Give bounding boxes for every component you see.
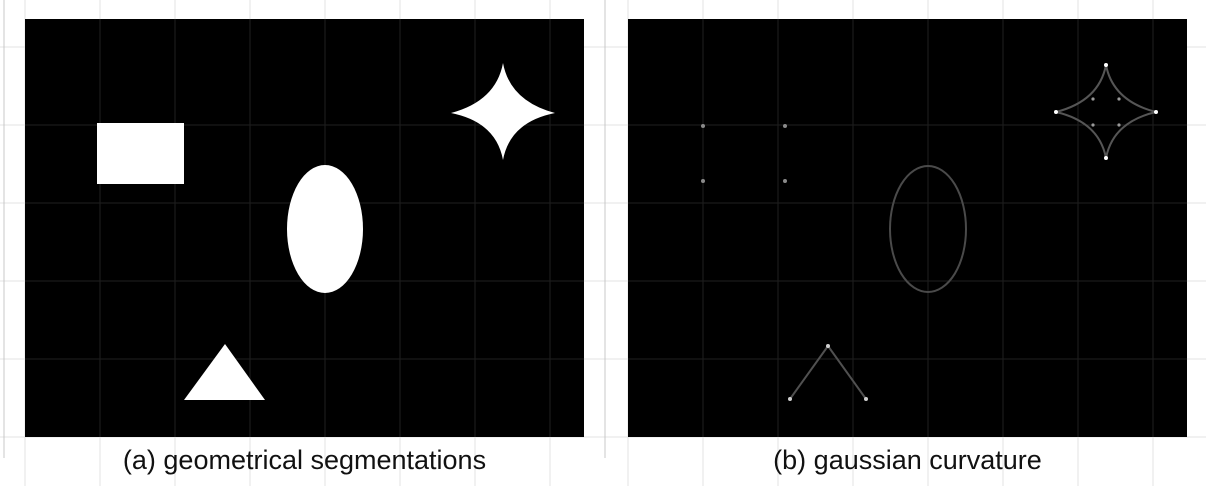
star-curvature-outline (1055, 64, 1157, 159)
ellipse-shape (287, 165, 363, 293)
ellipse-curvature-outline (889, 165, 967, 293)
triangle-vertex-points (788, 344, 868, 401)
curvature-canvas (628, 19, 1187, 437)
segmentation-canvas (25, 19, 584, 437)
rectangle-shape (97, 123, 184, 184)
caption-segmentations: (a) geometrical segmentations (122, 445, 487, 475)
star-tip-points (1054, 63, 1158, 160)
star-inner-points (1091, 97, 1121, 127)
triangle-shape (184, 344, 265, 400)
triangle-curvature-edges (789, 344, 867, 400)
rectangle-corner-points (701, 124, 787, 183)
segmentation-panel (25, 19, 584, 437)
caption-curvature: (b) gaussian curvature (773, 445, 1042, 475)
star-shape (451, 63, 555, 160)
curvature-panel (628, 19, 1187, 437)
